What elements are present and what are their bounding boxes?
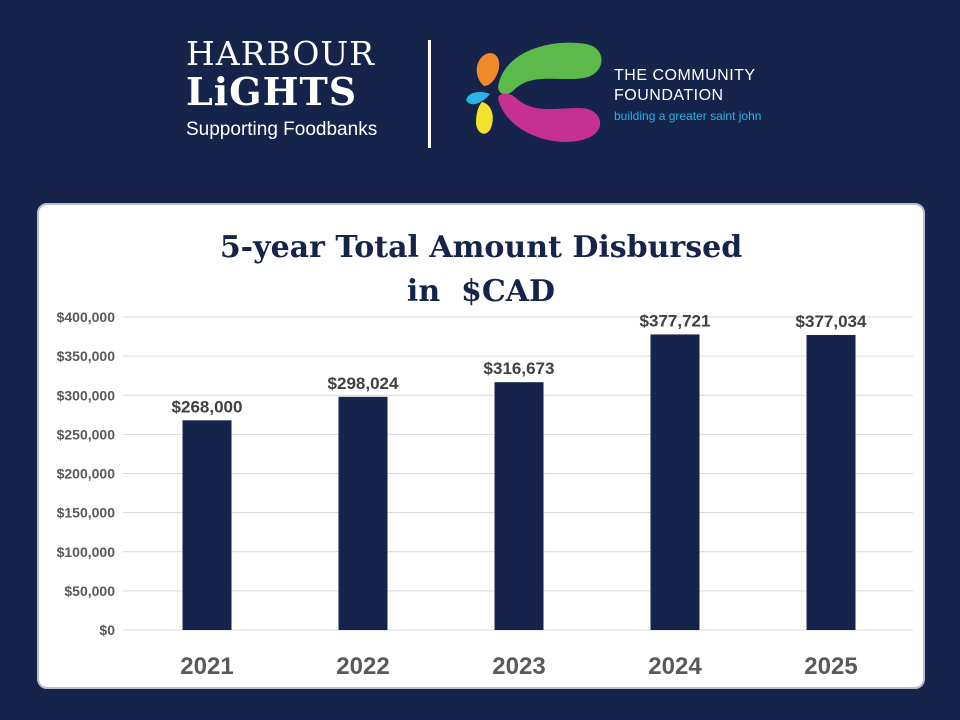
chart-title-line1: 5-year Total Amount Disbursed: [219, 230, 743, 265]
chart-card: 5-year Total Amount Disbursed in $CAD $0…: [37, 203, 925, 689]
y-tick-label: $350,000: [57, 348, 116, 364]
logo-harbour-text: HARBOUR: [186, 34, 376, 73]
y-tick-label: $400,000: [57, 309, 116, 325]
logo-green-petal: [498, 42, 602, 95]
data-label-2023: $316,673: [484, 359, 555, 378]
x-tick-label-2024: 2024: [648, 653, 702, 680]
y-tick-label: $150,000: [57, 505, 116, 521]
data-label-2022: $298,024: [328, 374, 399, 393]
bar-2022: [338, 396, 388, 630]
bar-2024: [650, 334, 700, 630]
y-tick-label: $300,000: [57, 387, 116, 403]
logo-blue-petal: [466, 92, 490, 105]
x-tick-label-2022: 2022: [336, 653, 389, 680]
logo-yellow-petal: [476, 102, 493, 134]
cf-tagline: building a greater saint john: [614, 109, 762, 123]
logo-orange-petal: [476, 53, 500, 86]
logo-lights-text: LiGHTS: [186, 69, 358, 114]
y-tick-label: $250,000: [57, 426, 116, 442]
data-label-2024: $377,721: [640, 311, 711, 330]
x-tick-label-2023: 2023: [492, 653, 545, 680]
chart-title-line2: in $CAD: [406, 274, 556, 309]
cf-line2: FOUNDATION: [614, 87, 724, 104]
community-foundation-logo-icon: [466, 42, 602, 142]
bar-chart: $0 $50,000 $100,000 $150,000 $200,000 $250,00…: [57, 309, 913, 680]
y-tick-label: $200,000: [57, 466, 116, 482]
x-tick-label-2025: 2025: [804, 653, 857, 680]
bar-2021: [182, 420, 232, 630]
cf-line1: THE COMMUNITY: [614, 67, 756, 84]
harbour-lights-logo: HARBOUR LiGHTS Supporting Foodbanks: [186, 36, 402, 142]
y-tick-label: $50,000: [64, 583, 115, 599]
y-tick-label: $100,000: [57, 544, 116, 560]
x-tick-label-2021: 2021: [180, 653, 233, 680]
data-label-2021: $268,000: [172, 397, 243, 416]
logo-magenta-petal: [498, 93, 601, 142]
y-tick-label: $0: [99, 622, 115, 638]
data-label-2025: $377,034: [796, 312, 867, 331]
community-foundation-text: THE COMMUNITY FOUNDATION building a grea…: [614, 66, 761, 123]
logo-supporting-text: Supporting Foodbanks: [186, 119, 378, 140]
bar-2023: [494, 382, 544, 630]
logo-divider: [428, 40, 431, 148]
bar-2025: [806, 334, 856, 630]
